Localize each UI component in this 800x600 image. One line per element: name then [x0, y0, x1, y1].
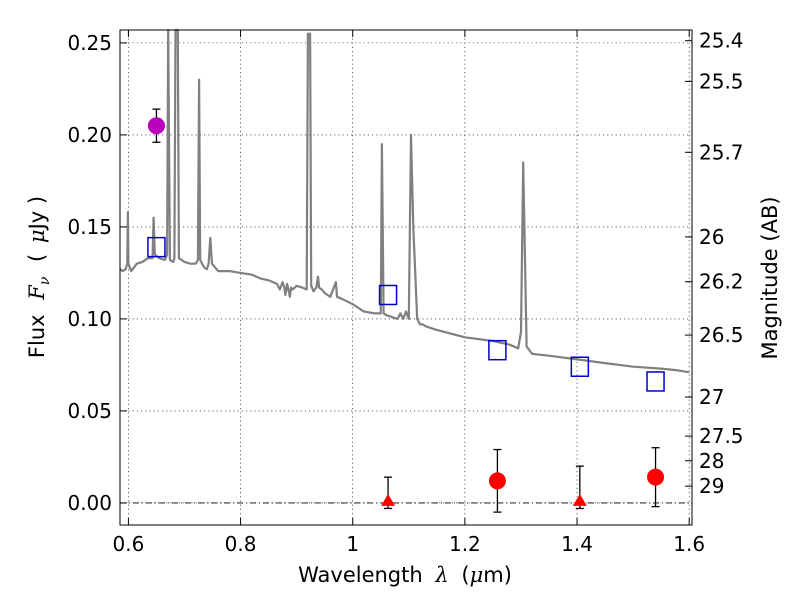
model-photometry-square — [646, 371, 665, 392]
axis-ticks — [120, 30, 692, 525]
grid-lines — [120, 30, 692, 525]
x-tick-label: 0.6 — [113, 532, 145, 556]
x-axis-label: Wavelength λ (μm) — [298, 563, 512, 587]
y-axis-label: Flux Fν ( μJy ) — [25, 196, 54, 358]
y2-tick-label: 28 — [699, 449, 724, 473]
y-tick-label: 0.10 — [67, 307, 112, 331]
y-tick-label: 0.05 — [67, 399, 112, 423]
y2-tick-label: 26 — [699, 225, 724, 249]
model-photometry-square — [147, 236, 166, 258]
right-axis-label: Magnitude (AB) — [758, 196, 782, 359]
x-tick-label: 1 — [346, 532, 359, 556]
y2-tick-label: 26.2 — [699, 270, 744, 294]
plot-frame — [119, 29, 693, 526]
y-axis-label-unit-mu: μ — [25, 229, 49, 243]
detection-point — [147, 117, 165, 135]
data-markers — [147, 108, 665, 513]
upper-limit-triangle — [572, 493, 587, 506]
spectrum-group — [119, 28, 690, 374]
tick-labels: 0.6 0.8 1 1.2 1.4 1.6 0.00 0.05 0.10 0.15 0.20 0.25… — [67, 29, 743, 556]
upper-limit-triangle — [381, 493, 396, 506]
y2-tick-label: 26.5 — [699, 323, 744, 347]
model-photometry-square — [488, 339, 507, 361]
y-tick-label: 0.15 — [67, 215, 112, 239]
y-axis-label-sub: ν — [37, 276, 53, 285]
y2-tick-label: 29 — [699, 474, 724, 498]
detection-point — [488, 472, 506, 490]
y-axis-label-symbol: F — [25, 284, 49, 301]
x-tick-label: 1.2 — [449, 532, 481, 556]
model-spectrum-line — [119, 28, 690, 374]
y-tick-label: 0.00 — [67, 491, 112, 515]
x-axis-label-symbol: λ — [434, 563, 448, 587]
detection-point — [647, 468, 665, 486]
x-tick-label: 1.6 — [673, 532, 705, 556]
y-axis-label-unit-open: ( — [25, 254, 49, 262]
y-axis-label-prefix: Flux — [25, 314, 49, 358]
x-axis-label-prefix: Wavelength — [298, 563, 423, 587]
x-tick-label: 0.8 — [225, 532, 257, 556]
y2-tick-label: 25.4 — [699, 29, 744, 53]
y2-tick-label: 27 — [699, 385, 724, 409]
y-tick-label: 0.25 — [67, 31, 112, 55]
y2-tick-label: 25.7 — [699, 140, 744, 164]
y2-tick-label: 25.5 — [699, 69, 744, 93]
y2-tick-label: 27.5 — [699, 424, 744, 448]
model-photometry-square — [570, 356, 590, 377]
y-axis-label-unit-rest: Jy ) — [25, 196, 49, 232]
x-axis-label-unit-mu: μ — [470, 563, 484, 587]
x-tick-label: 1.4 — [561, 532, 593, 556]
y-tick-label: 0.20 — [67, 123, 112, 147]
x-axis-label-unit-rest: m) — [483, 563, 512, 587]
model-photometry-square — [378, 284, 398, 306]
x-axis-label-unit-open: ( — [461, 563, 469, 587]
